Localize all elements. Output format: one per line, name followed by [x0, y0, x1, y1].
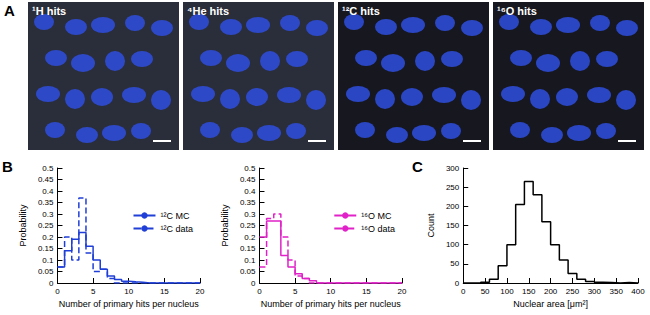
svg-text:50: 50 — [481, 287, 490, 296]
svg-text:0.2: 0.2 — [42, 233, 54, 242]
svg-text:Count: Count — [426, 213, 436, 238]
html-text:C: C — [412, 158, 423, 175]
html-text:A: A — [4, 2, 15, 19]
html-text:B: B — [2, 158, 13, 175]
svg-text:0.3: 0.3 — [244, 210, 256, 219]
svg-text:100: 100 — [446, 240, 460, 249]
svg-text:0: 0 — [257, 287, 262, 296]
svg-text:5: 5 — [91, 287, 96, 296]
svg-text:15: 15 — [362, 287, 371, 296]
svg-text:0.5: 0.5 — [244, 164, 256, 173]
svg-text:300: 300 — [446, 164, 460, 173]
svg-text:5: 5 — [293, 287, 298, 296]
svg-text:0.45: 0.45 — [38, 175, 54, 184]
svg-text:Number of primary hits per nuc: Number of primary hits per nucleus — [59, 299, 200, 309]
svg-text:200: 200 — [544, 287, 558, 296]
svg-text:100: 100 — [500, 287, 514, 296]
svg-text:0.25: 0.25 — [38, 221, 54, 230]
svg-text:20: 20 — [196, 287, 205, 296]
svg-text:0.1: 0.1 — [42, 256, 54, 265]
svg-text:0.05: 0.05 — [240, 267, 256, 276]
svg-text:0.05: 0.05 — [38, 267, 54, 276]
svg-text:0.2: 0.2 — [244, 233, 256, 242]
svg-text:0.25: 0.25 — [240, 221, 256, 230]
svg-text:15: 15 — [160, 287, 169, 296]
svg-text:0: 0 — [49, 279, 54, 288]
svg-text:0.5: 0.5 — [42, 164, 54, 173]
svg-text:350: 350 — [609, 287, 623, 296]
svg-text:Probability: Probability — [18, 204, 28, 247]
svg-text:0.4: 0.4 — [244, 187, 256, 196]
svg-text:Probability: Probability — [220, 204, 230, 247]
svg-text:10: 10 — [124, 287, 133, 296]
svg-text:0: 0 — [55, 287, 60, 296]
svg-text:20: 20 — [398, 287, 407, 296]
svg-text:400: 400 — [631, 287, 645, 296]
svg-text:150: 150 — [522, 287, 536, 296]
svg-text:0.15: 0.15 — [240, 244, 256, 253]
svg-text:0: 0 — [455, 279, 460, 288]
svg-text:¹²C MC: ¹²C MC — [160, 211, 189, 221]
svg-text:0: 0 — [251, 279, 256, 288]
svg-text:¹⁶O data: ¹⁶O data — [361, 224, 395, 234]
svg-text:Number of primary hits per nuc: Number of primary hits per nucleus — [261, 299, 402, 309]
svg-text:0.4: 0.4 — [42, 187, 54, 196]
svg-text:150: 150 — [446, 221, 460, 230]
svg-text:200: 200 — [446, 202, 460, 211]
svg-text:¹⁶O hits: ¹⁶O hits — [497, 5, 537, 17]
svg-text:Nuclear area [μm²]: Nuclear area [μm²] — [513, 299, 588, 309]
svg-text:0.15: 0.15 — [38, 244, 54, 253]
svg-text:0.1: 0.1 — [244, 256, 256, 265]
svg-text:250: 250 — [446, 183, 460, 192]
svg-text:50: 50 — [450, 259, 459, 268]
svg-text:0.35: 0.35 — [240, 198, 256, 207]
svg-text:¹²C hits: ¹²C hits — [342, 5, 380, 17]
svg-text:0.3: 0.3 — [42, 210, 54, 219]
svg-text:⁴He hits: ⁴He hits — [187, 5, 229, 17]
svg-text:¹²C data: ¹²C data — [160, 224, 193, 234]
svg-text:¹H hits: ¹H hits — [32, 5, 66, 17]
svg-text:10: 10 — [326, 287, 335, 296]
svg-text:¹⁶O MC: ¹⁶O MC — [361, 211, 392, 221]
svg-text:0: 0 — [461, 287, 466, 296]
svg-text:250: 250 — [566, 287, 580, 296]
svg-text:300: 300 — [588, 287, 602, 296]
svg-text:0.35: 0.35 — [38, 198, 54, 207]
svg-text:0.45: 0.45 — [240, 175, 256, 184]
